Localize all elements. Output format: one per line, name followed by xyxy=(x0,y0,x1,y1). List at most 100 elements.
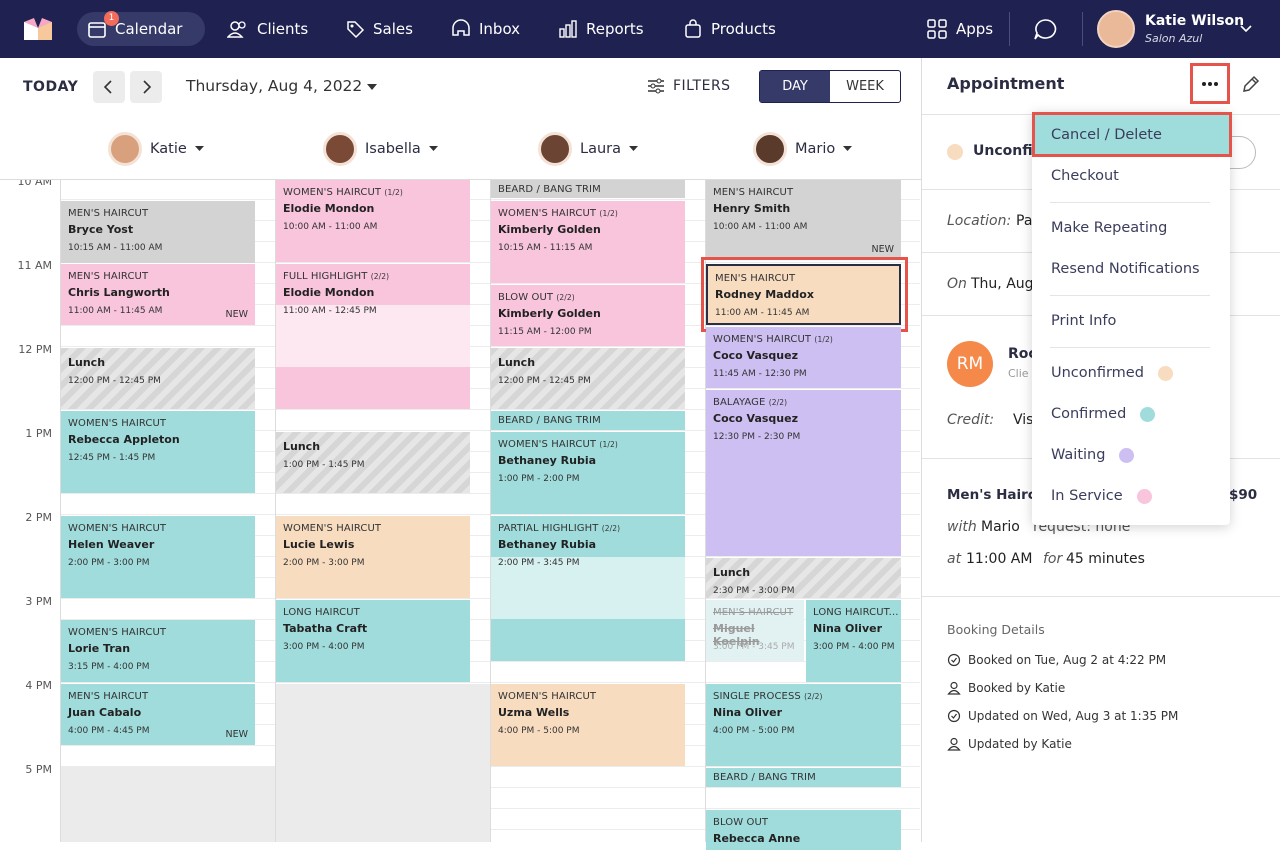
tag: NEW xyxy=(225,309,248,320)
appointment[interactable]: WOMEN'S HAIRCUT (1/2) Coco Vasquez 11:45 A… xyxy=(706,327,901,388)
nav-label: Sales xyxy=(373,20,413,38)
today-button[interactable]: TODAY xyxy=(23,79,79,95)
break-block[interactable]: Lunch 1:00 PM - 1:45 PM xyxy=(276,432,470,493)
appointment[interactable]: MEN'S HAIRCUT Juan Cabalo 4:00 PM - 4:45 P… xyxy=(61,684,255,745)
nav-label: Calendar xyxy=(115,20,183,38)
logo xyxy=(24,18,52,40)
processing-time xyxy=(491,557,685,619)
service-part: (1/2) xyxy=(814,335,833,344)
appointment[interactable]: PARTIAL HIGHLIGHT (2/2) Bethaney Rubia 2:0… xyxy=(491,516,685,661)
menu-item[interactable]: Resend Notifications xyxy=(1032,249,1230,289)
menu-item[interactable]: Make Repeating xyxy=(1032,208,1230,248)
service-name: MEN'S HAIRCUT xyxy=(713,187,794,198)
client: Chris Langworth xyxy=(68,286,170,299)
service: MEN'S HAIRCUT xyxy=(713,607,793,618)
client-name[interactable]: Roc xyxy=(1008,346,1037,362)
appointment[interactable]: WOMEN'S HAIRCUT Rebecca Appleton 12:45 PM … xyxy=(61,411,255,493)
break-block[interactable]: Lunch 2:30 PM - 3:00 PM xyxy=(706,558,901,598)
menu-item[interactable]: Unconfirmed xyxy=(1032,353,1230,393)
appointment[interactable]: MEN'S HAIRCUT Henry Smith 10:00 AM - 11:00… xyxy=(706,180,901,260)
nav-clients[interactable]: Clients xyxy=(217,12,318,46)
icon xyxy=(685,19,701,38)
menu-item[interactable]: In Service xyxy=(1032,476,1230,516)
header-border xyxy=(0,179,922,180)
staff-header[interactable]: Mario xyxy=(753,131,853,167)
more-button[interactable] xyxy=(1190,63,1230,104)
service-part: (1/2) xyxy=(599,209,618,218)
appointment[interactable]: MEN'S HAIRCUT Rodney Maddox 11:00 AM - 11:… xyxy=(706,264,901,325)
time: 12:00 PM - 12:45 PM xyxy=(498,376,591,386)
appointment[interactable]: WOMEN'S HAIRCUT (1/2) Elodie Mondon 10:00 … xyxy=(276,180,470,262)
chat-button[interactable] xyxy=(1033,18,1057,42)
user-avatar[interactable] xyxy=(1097,10,1135,48)
appointment[interactable]: BLOW OUT Rebecca Anne xyxy=(706,810,901,850)
appointment[interactable]: BEARD / BANG TRIM xyxy=(491,180,685,198)
appointment[interactable]: WOMEN'S HAIRCUT (1/2) Bethaney Rubia 1:00 … xyxy=(491,432,685,514)
user-menu-chevron[interactable] xyxy=(1239,24,1253,34)
menu-item[interactable]: Checkout xyxy=(1032,156,1230,196)
service: MEN'S HAIRCUT xyxy=(715,273,795,284)
menu-item[interactable]: Cancel / Delete xyxy=(1032,112,1232,157)
appointment[interactable]: BALAYAGE (2/2) Coco Vasquez 12:30 PM - 2:3… xyxy=(706,390,901,556)
nav-products[interactable]: Products xyxy=(673,12,786,46)
caret xyxy=(194,146,204,151)
tag: NEW xyxy=(225,729,248,740)
prev-button[interactable] xyxy=(93,71,125,103)
client: Rebecca Anne xyxy=(713,832,801,845)
appointment[interactable]: BLOW OUT (2/2) Kimberly Golden 11:15 AM - … xyxy=(491,285,685,346)
appointment[interactable]: LONG HAIRCUT Tabatha Craft 3:00 PM - 4:00 … xyxy=(276,600,470,682)
booking-text: Booked by Katie xyxy=(968,681,1066,695)
staff-header[interactable]: Isabella xyxy=(323,131,438,167)
staff-header[interactable]: Laura xyxy=(538,131,639,167)
service: BALAYAGE (2/2) xyxy=(713,397,787,408)
staff-header[interactable]: Katie xyxy=(108,131,204,167)
appointment[interactable]: WOMEN'S HAIRCUT Helen Weaver 2:00 PM - 3:0… xyxy=(61,516,255,598)
service: FULL HIGHLIGHT (2/2) xyxy=(283,271,389,282)
time-label: 11 AM xyxy=(17,259,52,272)
day-view[interactable]: DAY xyxy=(760,71,830,102)
icon xyxy=(648,78,664,94)
menu-separator xyxy=(1050,347,1210,348)
appointment[interactable]: WOMEN'S HAIRCUT Lorie Tran 3:15 PM - 4:00 … xyxy=(61,620,255,682)
appointment[interactable]: FULL HIGHLIGHT (2/2) Elodie Mondon 11:00 A… xyxy=(276,264,470,409)
nav-reports[interactable]: Reports xyxy=(548,12,654,46)
appointment[interactable]: MEN'S HAIRCUT Bryce Yost 10:15 AM - 11:00 … xyxy=(61,201,255,263)
staff-avatar xyxy=(323,132,357,166)
menu-separator xyxy=(1050,202,1210,203)
appointment[interactable]: SINGLE PROCESS (2/2) Nina Oliver 4:00 PM -… xyxy=(706,684,901,766)
appointment[interactable]: WOMEN'S HAIRCUT Lucie Lewis 2:00 PM - 3:00… xyxy=(276,516,470,598)
nav-calendar[interactable]: Calendar xyxy=(77,12,205,46)
appointment[interactable]: WOMEN'S HAIRCUT (1/2) Kimberly Golden 10:1… xyxy=(491,201,685,283)
next-button[interactable] xyxy=(130,71,162,103)
break-block[interactable]: Lunch 12:00 PM - 12:45 PM xyxy=(491,348,685,409)
edit-button[interactable] xyxy=(1241,74,1261,94)
week-view[interactable]: WEEK xyxy=(846,79,884,94)
service-name: MEN'S HAIRCUT xyxy=(715,273,796,284)
appointment[interactable]: WOMEN'S HAIRCUT Uzma Wells 4:00 PM - 5:00 … xyxy=(491,684,685,766)
menu-item[interactable]: Confirmed xyxy=(1032,394,1230,434)
menu-item[interactable]: Print Info xyxy=(1032,301,1230,341)
time-label: 2 PM xyxy=(25,511,52,524)
appointment[interactable]: BEARD / BANG TRIM xyxy=(491,411,685,430)
break-block[interactable]: Lunch 12:00 PM - 12:45 PM xyxy=(61,348,255,409)
start-time: 11:00 AM xyxy=(966,551,1033,567)
nav-sales[interactable]: Sales xyxy=(335,12,423,46)
nav-inbox[interactable]: Inbox xyxy=(441,12,530,46)
appointment[interactable]: BEARD / BANG TRIM xyxy=(706,768,901,787)
filters-button[interactable]: FILTERS xyxy=(647,78,731,94)
date-label: On xyxy=(947,276,967,292)
service-name: LONG HAIRCUT xyxy=(283,607,360,618)
service-name: MEN'S HAIRCUT xyxy=(68,691,149,702)
time: 1:00 PM - 2:00 PM xyxy=(498,474,580,484)
nav-apps[interactable]: Apps xyxy=(916,12,1003,46)
time-label: 5 PM xyxy=(25,763,52,776)
menu-item[interactable]: Waiting xyxy=(1032,435,1230,475)
time: 12:30 PM - 2:30 PM xyxy=(713,432,801,442)
appointment[interactable]: MEN'S HAIRCUT Chris Langworth 11:00 AM - 1… xyxy=(61,264,255,325)
appointment[interactable]: MEN'S HAIRCUT Miguel Koelpin 3:00 PM - 3:4… xyxy=(706,600,804,661)
tag: NEW xyxy=(871,244,894,255)
appointment[interactable]: LONG HAIRCUT... Nina Oliver 3:00 PM - 4:00… xyxy=(806,600,901,682)
service: WOMEN'S HAIRCUT (1/2) xyxy=(498,208,618,219)
date-picker[interactable]: Thursday, Aug 4, 2022 xyxy=(186,77,378,95)
time: 10:00 AM - 11:00 AM xyxy=(713,222,808,232)
